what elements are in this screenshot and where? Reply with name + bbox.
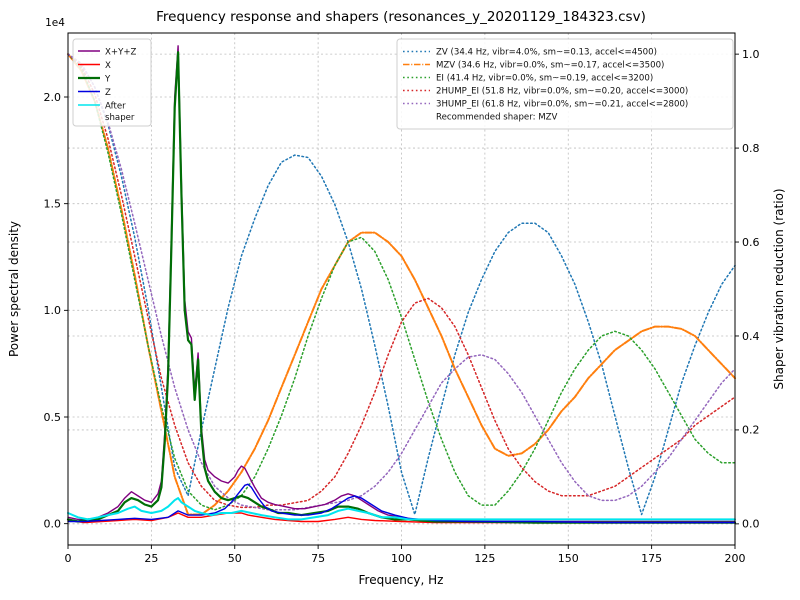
legend-right-label: ZV (34.4 Hz, vibr=4.0%, sm~=0.13, accel<… — [436, 48, 657, 58]
series-zv — [67, 53, 736, 516]
x-axis-label: Frequency, Hz — [359, 573, 444, 587]
y-right-axis-label: Shaper vibration reduction (ratio) — [772, 188, 786, 389]
series-hump2 — [67, 53, 736, 509]
x-tick-label: 200 — [725, 552, 746, 565]
y-left-tick-label: 2.0 — [44, 91, 62, 104]
legend-left-label: X+Y+Z — [105, 48, 137, 58]
legend-note: Recommended shaper: MZV — [436, 113, 558, 123]
series-xyz — [67, 45, 736, 523]
series-hump3 — [67, 53, 736, 511]
legend-left-label: X — [105, 61, 111, 71]
legend-right-label: EI (41.4 Hz, vibr=0.0%, sm~=0.19, accel<… — [436, 74, 653, 84]
y-right-tick-label: 0.8 — [742, 142, 760, 155]
series-layer — [66, 45, 737, 524]
x-tick-label: 0 — [65, 552, 72, 565]
series-mzv — [67, 53, 736, 516]
y-left-tick-label: 1.0 — [44, 304, 62, 317]
y-right-tick-label: 0.4 — [742, 330, 760, 343]
legend-right-label: MZV (34.6 Hz, vibr=0.0%, sm~=0.17, accel… — [436, 61, 664, 71]
y-left-axis-label: Power spectral density — [7, 221, 21, 357]
x-tick-label: 75 — [311, 552, 325, 565]
x-tick-label: 25 — [144, 552, 158, 565]
x-tick-label: 125 — [474, 552, 495, 565]
legend-right-box — [396, 38, 734, 130]
legend-right: ZV (34.4 Hz, vibr=4.0%, sm~=0.13, accel<… — [396, 38, 734, 130]
chart-title: Frequency response and shapers (resonanc… — [156, 9, 646, 25]
legend-left-label: Y — [104, 75, 111, 85]
legend-right-label: 2HUMP_EI (51.8 Hz, vibr=0.0%, sm~=0.20, … — [436, 87, 688, 97]
legend-left-label: After — [105, 102, 126, 112]
y-left-tick-label: 1.5 — [44, 197, 62, 210]
series-ei — [67, 53, 736, 511]
y-left-tick-label: 0.0 — [44, 517, 62, 530]
axes-layer: 0 25 50 75 100 125 150 175 200 0.0 0.5 1.0 1.5 2.0 0.0… — [44, 32, 760, 565]
legend-left-label: Z — [105, 88, 111, 98]
y-left-tick-label: 0.5 — [44, 411, 62, 424]
series-after — [67, 497, 736, 521]
x-tick-label: 175 — [641, 552, 662, 565]
legend-right-label: 3HUMP_EI (61.8 Hz, vibr=0.0%, sm~=0.21, … — [436, 100, 688, 110]
x-tick-label: 100 — [391, 552, 412, 565]
y-right-tick-label: 0.2 — [742, 424, 760, 437]
y-left-offset-text: 1e4 — [45, 17, 65, 29]
x-tick-label: 50 — [228, 552, 242, 565]
y-right-tick-label: 0.0 — [742, 518, 760, 531]
y-right-tick-label: 0.6 — [742, 236, 760, 249]
legend-left-label: shaper — [105, 113, 135, 123]
y-right-tick-label: 1.0 — [742, 48, 760, 61]
x-tick-label: 150 — [558, 552, 579, 565]
